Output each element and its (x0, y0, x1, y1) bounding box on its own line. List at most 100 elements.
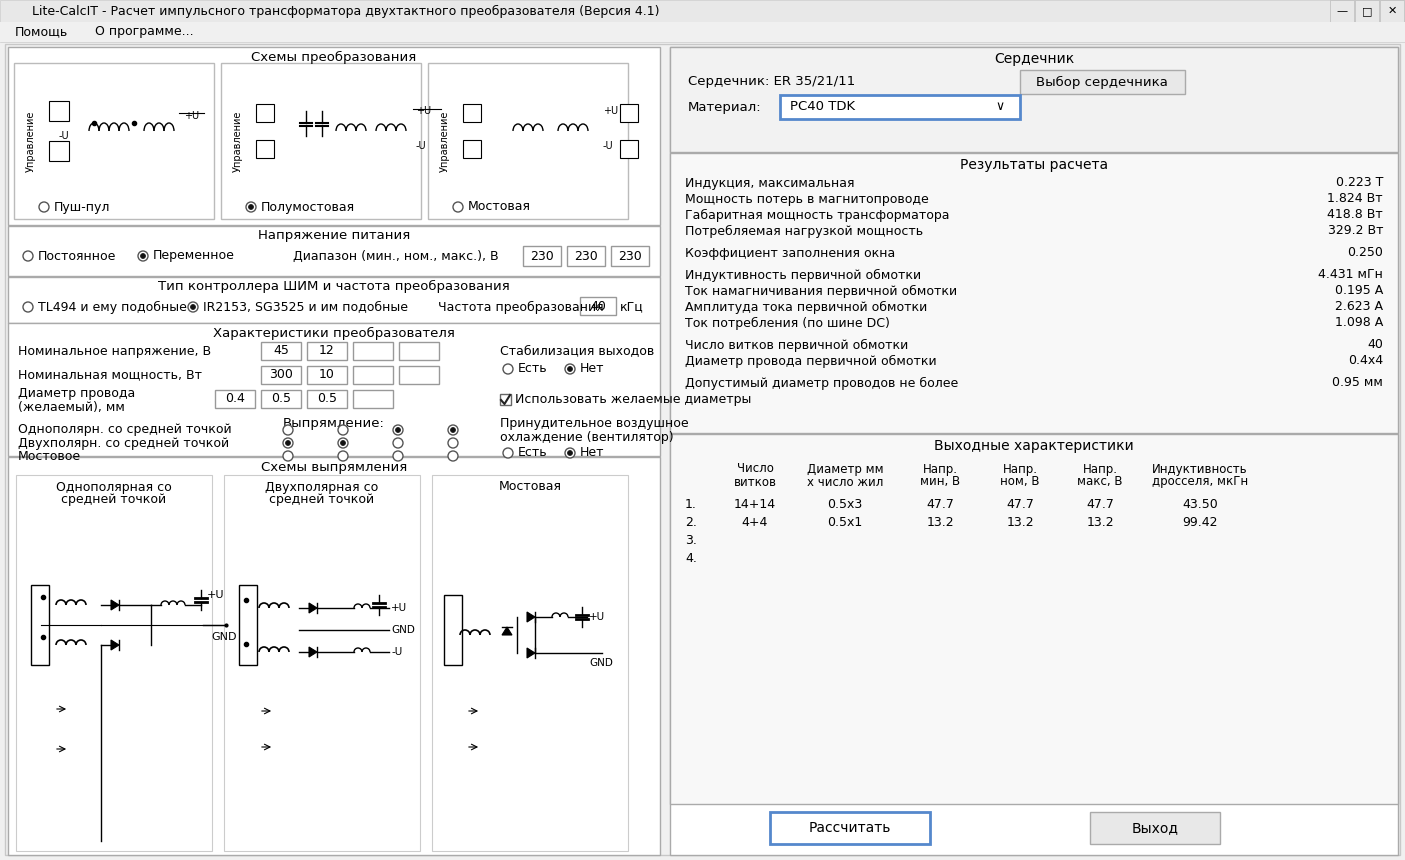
Text: Частота преобразования: Частота преобразования (438, 300, 604, 314)
Text: О программе...: О программе... (96, 26, 194, 39)
Circle shape (138, 251, 148, 261)
FancyBboxPatch shape (261, 342, 301, 360)
Text: Габаритная мощность трансформатора: Габаритная мощность трансформатора (686, 208, 950, 222)
Text: Мощность потерь в магнитопроводе: Мощность потерь в магнитопроводе (686, 193, 929, 206)
FancyBboxPatch shape (8, 323, 660, 456)
Text: 12: 12 (319, 345, 334, 358)
FancyBboxPatch shape (8, 277, 660, 323)
FancyBboxPatch shape (780, 95, 1020, 119)
FancyBboxPatch shape (523, 246, 561, 266)
Text: макс, В: макс, В (1078, 476, 1123, 488)
Polygon shape (527, 612, 535, 622)
Circle shape (395, 427, 400, 433)
FancyBboxPatch shape (464, 104, 481, 122)
Text: GND: GND (589, 658, 613, 668)
Text: Напр.: Напр. (1082, 463, 1117, 476)
Text: Индукция, максимальная: Индукция, максимальная (686, 176, 854, 189)
FancyBboxPatch shape (770, 812, 930, 844)
FancyBboxPatch shape (239, 585, 257, 665)
Text: Есть: Есть (518, 446, 548, 459)
FancyBboxPatch shape (431, 475, 628, 851)
Text: Управление: Управление (440, 110, 450, 172)
FancyBboxPatch shape (500, 394, 511, 405)
Text: 0.5: 0.5 (318, 392, 337, 406)
Text: +U: +U (184, 111, 200, 121)
FancyBboxPatch shape (1380, 0, 1404, 22)
Circle shape (22, 302, 32, 312)
Text: 13.2: 13.2 (926, 515, 954, 529)
Text: Выход: Выход (1131, 821, 1179, 835)
Text: кГц: кГц (620, 300, 643, 314)
Text: Нет: Нет (580, 363, 604, 376)
Circle shape (503, 448, 513, 458)
Text: Номинальное напряжение, В: Номинальное напряжение, В (18, 345, 211, 358)
Text: 1.: 1. (686, 497, 697, 511)
Polygon shape (527, 648, 535, 658)
Text: Полумостовая: Полумостовая (261, 200, 355, 213)
Text: TL494 и ему подобные: TL494 и ему подобные (38, 300, 187, 314)
Polygon shape (309, 603, 318, 613)
FancyBboxPatch shape (49, 141, 69, 161)
Text: 99.42: 99.42 (1182, 515, 1218, 529)
Text: 1.098 А: 1.098 А (1335, 316, 1383, 329)
Text: +U: +U (207, 590, 225, 600)
Text: витков: витков (733, 476, 777, 488)
FancyBboxPatch shape (308, 390, 347, 408)
Text: Характеристики преобразователя: Характеристики преобразователя (214, 327, 455, 340)
Text: средней точкой: средней точкой (270, 493, 375, 506)
Text: GND: GND (211, 632, 236, 642)
Text: Результаты расчета: Результаты расчета (960, 158, 1109, 172)
Text: -U: -U (59, 131, 69, 141)
FancyBboxPatch shape (49, 101, 69, 121)
Text: □: □ (1361, 6, 1373, 16)
Text: 10: 10 (319, 368, 334, 382)
FancyBboxPatch shape (0, 0, 1405, 22)
Circle shape (393, 438, 403, 448)
FancyBboxPatch shape (223, 475, 420, 851)
Text: 13.2: 13.2 (1086, 515, 1114, 529)
Text: Ток намагничивания первичной обмотки: Ток намагничивания первичной обмотки (686, 285, 957, 298)
Text: Индуктивность первичной обмотки: Индуктивность первичной обмотки (686, 268, 922, 281)
Text: 230: 230 (575, 249, 599, 262)
Circle shape (568, 451, 572, 456)
Text: Диаметр провода первичной обмотки: Диаметр провода первичной обмотки (686, 354, 937, 367)
Text: 47.7: 47.7 (926, 497, 954, 511)
Text: 0.5x3: 0.5x3 (828, 497, 863, 511)
Text: Диапазон (мин., ном., макс.), В: Диапазон (мин., ном., макс.), В (294, 249, 499, 262)
Circle shape (448, 451, 458, 461)
Text: Напр.: Напр. (923, 463, 957, 476)
Text: 4+4: 4+4 (742, 515, 769, 529)
FancyBboxPatch shape (464, 140, 481, 158)
Text: IR2153, SG3525 и им подобные: IR2153, SG3525 и им подобные (202, 300, 407, 314)
Text: -U: -U (416, 141, 427, 151)
Text: Число: Число (736, 463, 773, 476)
Text: Помощь: Помощь (15, 26, 69, 39)
Text: Допустимый диаметр проводов не более: Допустимый диаметр проводов не более (686, 377, 958, 390)
Text: GND: GND (391, 625, 414, 635)
FancyBboxPatch shape (256, 140, 274, 158)
Text: ∨: ∨ (995, 101, 1005, 114)
Text: дросселя, мкГн: дросселя, мкГн (1152, 476, 1248, 488)
Text: 40: 40 (1367, 339, 1383, 352)
Text: Принудительное воздушное: Принудительное воздушное (500, 416, 688, 429)
FancyBboxPatch shape (670, 47, 1398, 152)
Text: ✕: ✕ (1387, 6, 1397, 16)
Circle shape (340, 440, 346, 445)
FancyBboxPatch shape (261, 366, 301, 384)
Text: Двухполярн. со средней точкой: Двухполярн. со средней точкой (18, 437, 229, 450)
FancyBboxPatch shape (580, 297, 615, 315)
Text: 418.8 Вт: 418.8 Вт (1328, 208, 1383, 222)
FancyBboxPatch shape (399, 342, 438, 360)
FancyBboxPatch shape (6, 44, 1399, 855)
FancyBboxPatch shape (8, 47, 660, 225)
Text: 0.223 Т: 0.223 Т (1336, 176, 1383, 189)
Text: Мостовое: Мостовое (18, 450, 81, 463)
Text: -U: -U (603, 141, 614, 151)
Text: Тип контроллера ШИМ и частота преобразования: Тип контроллера ШИМ и частота преобразов… (159, 280, 510, 292)
Circle shape (339, 438, 348, 448)
FancyBboxPatch shape (15, 475, 212, 851)
Text: (желаемый), мм: (желаемый), мм (18, 401, 125, 414)
Text: 43.50: 43.50 (1182, 497, 1218, 511)
Text: Lite-CalcIT - Расчет импульсного трансформатора двухтактного преобразователя (Ве: Lite-CalcIT - Расчет импульсного трансфо… (32, 4, 659, 17)
FancyBboxPatch shape (31, 585, 49, 665)
